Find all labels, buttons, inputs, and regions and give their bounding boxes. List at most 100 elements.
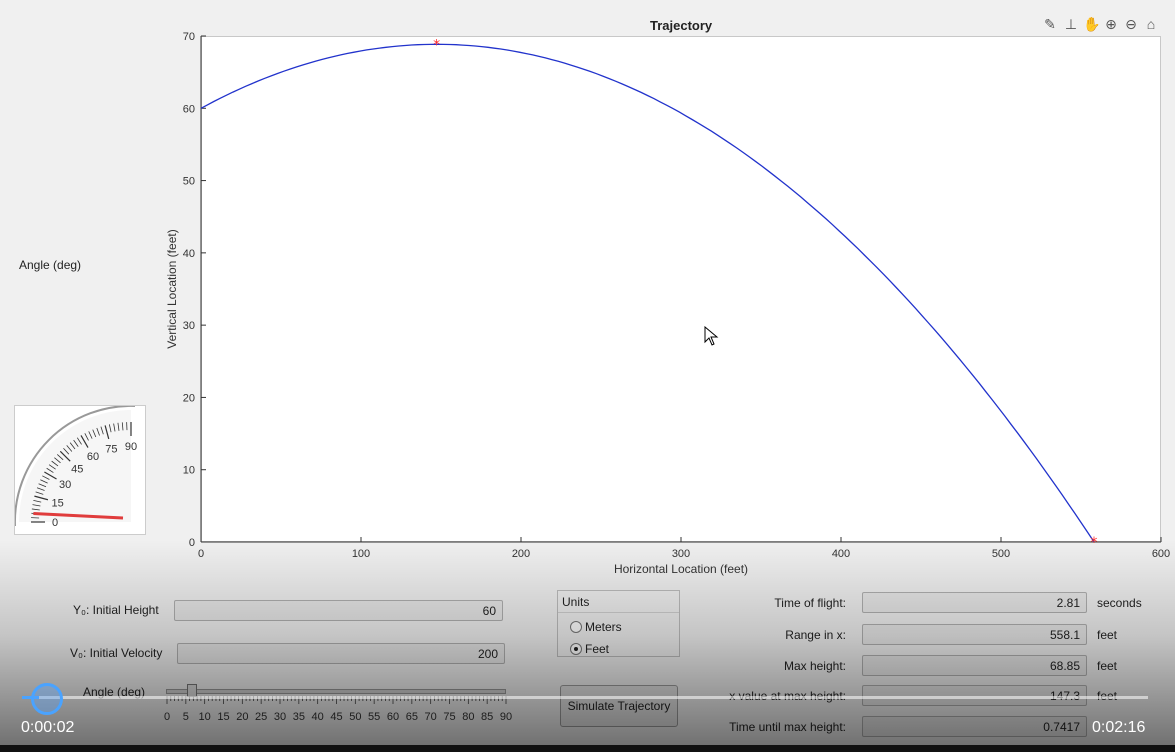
gauge-tick bbox=[63, 448, 70, 455]
angle-side-label: Angle (deg) bbox=[19, 258, 82, 272]
units-panel: Units Meters Feet bbox=[557, 590, 680, 657]
gauge-tick bbox=[66, 445, 73, 452]
video-bottom-bar bbox=[0, 745, 1175, 752]
simulate-trajectory-button[interactable]: Simulate Trajectory bbox=[560, 685, 678, 727]
gauge-tick bbox=[44, 471, 57, 480]
x-tick-label: 500 bbox=[992, 548, 1010, 560]
x-tick-label: 200 bbox=[512, 548, 530, 560]
zoom-in-icon[interactable]: ⊕ bbox=[1105, 16, 1117, 32]
slider-tick-label: 20 bbox=[236, 711, 248, 723]
x-tick-label: 100 bbox=[352, 548, 370, 560]
gauge-tick bbox=[59, 450, 71, 462]
gauge-tick bbox=[104, 425, 110, 440]
gauge-scale-label: 90 bbox=[125, 441, 137, 453]
gauge-tick bbox=[46, 467, 54, 473]
slider-tick-label: 85 bbox=[481, 711, 493, 723]
initial-height-field[interactable]: 60 bbox=[174, 600, 503, 621]
gauge-tick bbox=[36, 487, 45, 491]
gauge-scale-label: 30 bbox=[59, 479, 71, 491]
slider-tick-label: 80 bbox=[462, 711, 474, 723]
video-progress-track[interactable] bbox=[22, 696, 1148, 699]
marker-point: * bbox=[433, 37, 440, 53]
initial-height-label: Y₀: Initial Height bbox=[73, 603, 159, 617]
feet-label[interactable]: Feet bbox=[585, 642, 610, 656]
x-tick-label: 400 bbox=[832, 548, 850, 560]
x-tick-label: 300 bbox=[672, 548, 690, 560]
gauge-tick bbox=[113, 423, 116, 432]
gauge-tick bbox=[48, 464, 56, 470]
gauge-tick bbox=[108, 424, 112, 433]
gauge-tick bbox=[35, 491, 44, 495]
datatip-icon[interactable]: ⊥ bbox=[1064, 16, 1078, 32]
y-tick-label: 0 bbox=[189, 537, 195, 549]
trajectory-chart: 0 100 200 300 400 500 600 0 10 20 30 40 50 60 70 Horizo… bbox=[165, 31, 1170, 576]
y-tick-label: 40 bbox=[183, 248, 195, 260]
gauge-scale-label: 45 bbox=[71, 463, 83, 475]
slider-tick-label: 5 bbox=[183, 711, 189, 723]
x-axis-label: Horizontal Location (feet) bbox=[614, 562, 748, 576]
y-tick-label: 60 bbox=[183, 103, 195, 115]
result-unit: feet bbox=[1097, 628, 1118, 642]
slider-tick-label: 40 bbox=[312, 711, 324, 723]
gauge-rim bbox=[15, 406, 135, 526]
result-value-field: 2.81 bbox=[862, 592, 1087, 613]
gauge-tick bbox=[51, 460, 59, 467]
gauge-tick bbox=[96, 427, 100, 436]
home-icon[interactable]: ⌂ bbox=[1146, 16, 1156, 32]
result-unit: seconds bbox=[1097, 596, 1142, 610]
x-tick-label: 600 bbox=[1152, 548, 1170, 560]
initial-velocity-label: V₀: Initial Velocity bbox=[70, 646, 163, 660]
slider-tick-label: 50 bbox=[349, 711, 361, 723]
zoom-out-icon[interactable]: ⊖ bbox=[1125, 16, 1137, 32]
gauge-tick bbox=[54, 457, 61, 464]
initial-velocity-field[interactable]: 200 bbox=[177, 643, 505, 664]
slider-tick-label: 10 bbox=[199, 711, 211, 723]
gauge-tick bbox=[84, 433, 89, 441]
angle-slider-scale: 0 5 10 15 20 25 30 35 40 45 50 55 60 65 70 75 80 85 90 bbox=[164, 696, 512, 723]
gauge-face bbox=[19, 410, 131, 522]
gauge-tick bbox=[80, 435, 89, 448]
trajectory-line bbox=[200, 43, 1095, 543]
y-tick-label: 70 bbox=[183, 31, 195, 43]
gauge-scale-label: 60 bbox=[87, 451, 99, 463]
slider-tick-label: 35 bbox=[293, 711, 305, 723]
y-tick-label: 50 bbox=[183, 176, 195, 188]
gauge-tick bbox=[69, 442, 76, 450]
angle-slider-track[interactable] bbox=[166, 689, 506, 694]
plot-area[interactable] bbox=[201, 36, 1161, 542]
gauge-needle bbox=[33, 511, 124, 520]
brush-icon[interactable]: ✎ bbox=[1044, 16, 1056, 32]
pan-icon[interactable]: ✋ bbox=[1083, 16, 1101, 32]
result-value-field: 0.7417 bbox=[862, 716, 1087, 737]
slider-tick-label: 15 bbox=[217, 711, 229, 723]
feet-radio[interactable] bbox=[570, 643, 582, 655]
y-tick-label: 10 bbox=[183, 465, 195, 477]
meters-label[interactable]: Meters bbox=[585, 620, 622, 634]
y-tick-label: 20 bbox=[183, 392, 195, 404]
gauge-tick bbox=[34, 495, 49, 501]
video-scrubber[interactable] bbox=[31, 683, 63, 715]
slider-tick-label: 75 bbox=[443, 711, 455, 723]
slider-tick-label: 90 bbox=[500, 711, 512, 723]
y-axis-label: Vertical Location (feet) bbox=[165, 229, 179, 348]
gauge-tick bbox=[57, 454, 64, 461]
gauge-tick bbox=[42, 475, 50, 480]
result-label: Range in x: bbox=[785, 628, 846, 642]
gauge-tick bbox=[92, 429, 97, 438]
result-value-field: 68.85 bbox=[862, 655, 1087, 676]
gauge-tick bbox=[40, 479, 48, 484]
result-label: Max height: bbox=[783, 659, 846, 673]
gauge-tick bbox=[100, 426, 104, 435]
gauge-tick bbox=[88, 431, 93, 439]
slider-tick-label: 70 bbox=[425, 711, 437, 723]
gauge-scale-label: 15 bbox=[51, 497, 63, 509]
meters-radio[interactable] bbox=[570, 621, 582, 633]
marker-point: * bbox=[1090, 535, 1097, 551]
x-tick-label: 0 bbox=[198, 548, 204, 560]
slider-tick-label: 55 bbox=[368, 711, 380, 723]
gauge-scale-label: 75 bbox=[105, 444, 117, 456]
result-value-field: 558.1 bbox=[862, 624, 1087, 645]
result-label: Time of flight: bbox=[774, 596, 846, 610]
result-label: Time until max height: bbox=[729, 720, 846, 734]
gauge-scale-label: 0 bbox=[52, 517, 58, 529]
